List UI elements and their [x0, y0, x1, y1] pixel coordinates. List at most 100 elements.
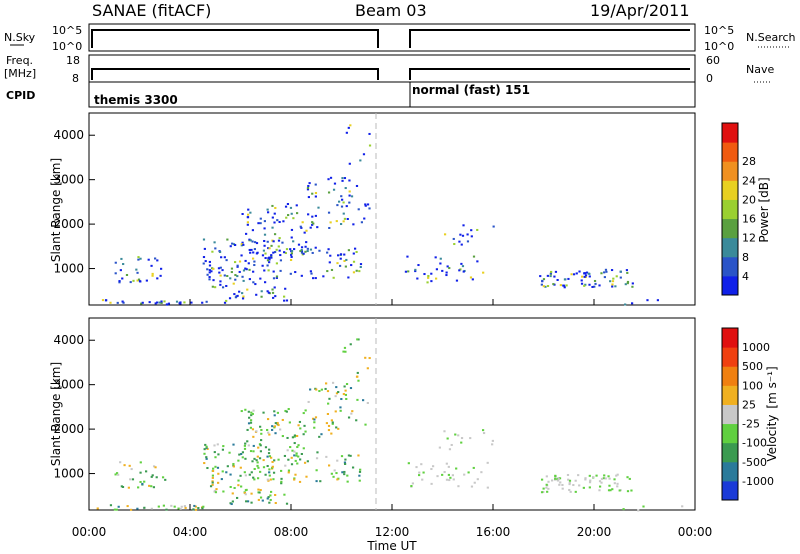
x-tick-label: 00:00: [678, 525, 713, 539]
time-axis: 00:00 04:00 08:00 12:00 16:00 20:00 00:00: [72, 299, 713, 539]
echo-cell: [160, 300, 163, 303]
echo-cell: [258, 457, 262, 460]
echo-cell: [584, 276, 587, 279]
echo-cell: [272, 240, 275, 243]
echo-cell: [588, 481, 592, 484]
echo-cell: [285, 502, 289, 505]
echo-cell: [355, 375, 359, 378]
echo-cell: [203, 247, 206, 250]
echo-cell: [286, 203, 290, 206]
echo-cell: [152, 465, 156, 468]
echo-cell: [603, 271, 606, 274]
echo-cell: [626, 490, 630, 493]
echo-cell: [205, 446, 208, 449]
echo-cell: [541, 279, 544, 282]
colorbar-tick-label: 1000: [742, 341, 770, 354]
echo-cell: [301, 221, 304, 224]
echo-cell: [284, 205, 288, 208]
echo-cell: [358, 479, 361, 482]
echo-cell: [593, 279, 597, 282]
echo-cell: [221, 286, 225, 289]
echo-cell: [299, 250, 302, 253]
echo-cell: [194, 505, 197, 508]
echo-cell: [279, 428, 282, 431]
colorbar-segment: [722, 256, 738, 277]
echo-cell: [293, 454, 296, 457]
echo-cell: [313, 426, 316, 429]
echo-cell: [459, 233, 462, 236]
echo-cell: [423, 273, 426, 276]
echo-cell: [266, 478, 269, 481]
echo-cell: [556, 479, 560, 482]
echo-cell: [311, 417, 315, 420]
echo-cell: [291, 449, 294, 452]
echo-cell: [161, 476, 165, 479]
echo-cell: [281, 418, 284, 421]
colorbar-tick-label: 4: [742, 270, 749, 283]
echo-cell: [613, 478, 616, 481]
echo-cell: [206, 268, 209, 271]
nsky-trace: [91, 29, 690, 48]
echo-cell: [583, 272, 586, 275]
echo-cell: [274, 422, 277, 425]
echo-cell: [289, 248, 292, 251]
echo-cell: [190, 301, 193, 304]
echo-cell: [261, 264, 264, 267]
echo-cell: [420, 463, 423, 466]
echo-cell: [291, 436, 295, 439]
echo-cell: [270, 428, 274, 431]
echo-cell: [231, 500, 234, 503]
echo-cell: [241, 241, 244, 244]
echo-cell: [460, 243, 463, 246]
echo-cell: [299, 427, 302, 430]
echo-cell: [602, 477, 605, 480]
echo-cell: [336, 459, 339, 462]
echo-cell: [318, 249, 321, 252]
echo-cell: [327, 402, 330, 405]
echo-cell: [351, 410, 354, 413]
echo-cell: [284, 409, 287, 412]
echo-cell: [327, 178, 330, 181]
echo-cell: [273, 221, 276, 224]
echo-cell: [358, 470, 362, 473]
echo-cell: [320, 388, 323, 391]
echo-cell: [223, 256, 226, 259]
echo-cell: [355, 250, 358, 253]
echo-cell: [233, 293, 236, 296]
echo-cell: [266, 455, 269, 458]
echo-cell: [210, 270, 213, 273]
echo-cell: [588, 275, 591, 278]
echo-cell: [249, 419, 253, 422]
echo-cell: [269, 498, 272, 501]
echo-cell: [250, 471, 253, 474]
echo-cell: [203, 448, 206, 451]
echo-cell: [154, 302, 157, 305]
echo-cell: [269, 478, 272, 481]
echo-cell: [296, 434, 299, 437]
echo-cell: [225, 259, 228, 262]
echo-cell: [553, 275, 556, 278]
echo-cell: [254, 283, 257, 286]
echo-cell: [574, 490, 577, 493]
echo-cell: [157, 505, 160, 508]
echo-cell: [151, 274, 154, 277]
x-tick-label: 04:00: [173, 525, 208, 539]
echo-cell: [214, 456, 217, 459]
echo-cell: [326, 390, 330, 393]
echo-cell: [438, 446, 441, 449]
echo-cell: [194, 508, 198, 511]
echo-cell: [223, 301, 227, 304]
echo-cell: [273, 286, 276, 289]
echo-cell: [266, 211, 270, 214]
colorbar-segment: [722, 123, 738, 143]
echo-cell: [306, 247, 309, 250]
echo-cell: [581, 275, 584, 278]
echo-cell: [241, 292, 244, 295]
echo-cell: [455, 279, 459, 282]
echo-cell: [266, 290, 269, 293]
echo-cell: [259, 444, 262, 447]
colorbar-tick-label: 8: [742, 251, 749, 264]
date-title: 19/Apr/2011: [590, 1, 690, 20]
echo-cell: [218, 271, 221, 274]
echo-cell: [115, 472, 119, 475]
